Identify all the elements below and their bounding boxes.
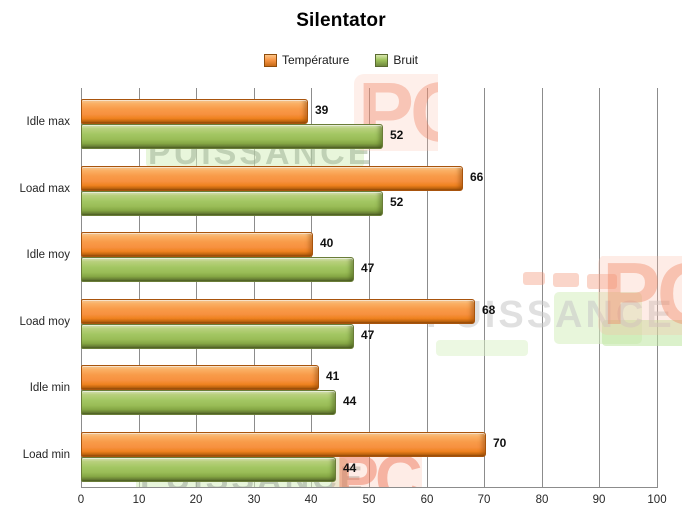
value-label-bruit-load-min: 44 (343, 461, 357, 475)
value-label-bruit-idle-moy: 47 (361, 261, 375, 275)
x-axis-tick-label: 50 (362, 494, 376, 506)
bar-bruit-load-max (81, 191, 383, 216)
gridline (196, 88, 197, 487)
value-label-temp-idle-min: 41 (326, 369, 340, 383)
x-axis-tick-label: 90 (592, 494, 606, 506)
x-axis-tick-label: 30 (247, 494, 261, 506)
category-label-load-moy: Load moy (19, 316, 70, 328)
chart-title: Silentator (296, 10, 386, 31)
value-label-temp-load-moy: 68 (482, 303, 496, 317)
bar-bruit-idle-min (81, 390, 336, 415)
legend-swatch-temperature-icon (263, 53, 277, 67)
bar-temp-load-min (81, 432, 486, 457)
bar-temp-load-max (81, 166, 463, 191)
x-axis-tick-label: 20 (189, 494, 203, 506)
value-label-temp-idle-max: 39 (315, 103, 329, 117)
category-label-idle-moy: Idle moy (26, 249, 70, 261)
legend-swatch-bruit-icon (375, 53, 389, 67)
x-axis-line (81, 487, 658, 488)
bar-temp-idle-min (81, 365, 319, 390)
gridline (599, 88, 600, 487)
x-axis-tick-label: 60 (420, 494, 434, 506)
legend-item-temperature: Température (263, 53, 350, 67)
x-axis-tick-label: 40 (304, 494, 318, 506)
value-label-bruit-load-max: 52 (390, 195, 404, 209)
category-label-idle-max: Idle max (26, 116, 70, 128)
value-label-bruit-idle-min: 44 (343, 394, 357, 408)
bar-temp-idle-moy (81, 232, 313, 257)
gridline (542, 88, 543, 487)
gridline (484, 88, 485, 487)
legend-label-temperature: Température (281, 53, 350, 67)
category-label-idle-min: Idle min (29, 382, 70, 394)
category-label-load-max: Load max (19, 183, 70, 195)
bar-temp-load-moy (81, 299, 475, 324)
gridline (427, 88, 428, 487)
gridline (369, 88, 370, 487)
gridline (139, 88, 140, 487)
gridline (254, 88, 255, 487)
gridline (657, 88, 658, 487)
x-axis-tick-label: 70 (477, 494, 491, 506)
value-label-temp-load-max: 66 (470, 170, 484, 184)
legend-label-bruit: Bruit (393, 53, 419, 67)
bar-bruit-load-min (81, 457, 336, 482)
value-label-temp-load-min: 70 (493, 436, 507, 450)
x-axis-tick-label: 10 (132, 494, 146, 506)
category-label-load-min: Load min (22, 449, 70, 461)
value-label-bruit-load-moy: 47 (361, 328, 375, 342)
value-label-bruit-idle-max: 52 (390, 128, 404, 142)
bar-bruit-idle-moy (81, 257, 354, 282)
value-label-temp-idle-moy: 40 (320, 236, 334, 250)
bar-bruit-load-moy (81, 324, 354, 349)
bar-bruit-idle-max (81, 124, 383, 149)
legend: Température Bruit (0, 53, 682, 67)
gridline (311, 88, 312, 487)
legend-item-bruit: Bruit (375, 53, 418, 67)
x-axis-tick-label: 100 (647, 494, 667, 506)
bar-temp-idle-max (81, 99, 308, 124)
gridline (81, 88, 82, 487)
x-axis-tick-label: 0 (77, 494, 85, 506)
x-axis-tick-label: 80 (535, 494, 549, 506)
